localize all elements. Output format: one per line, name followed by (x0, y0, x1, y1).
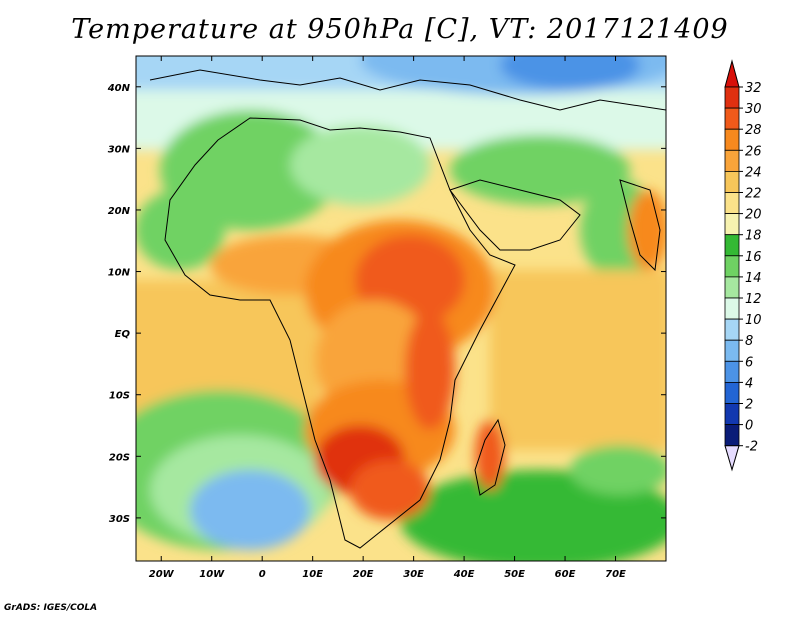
colorbar-swatch (724, 403, 740, 426)
colorbar-swatch (724, 339, 740, 362)
lon-label: 20W (149, 569, 175, 580)
lat-label: 10S (109, 391, 130, 402)
colorbar-label: 12 (745, 292, 762, 307)
colorbar-swatch (724, 276, 740, 299)
colorbar-top-arrow (724, 59, 740, 88)
colorbar-label: 24 (745, 165, 762, 180)
lat-label: 20S (109, 452, 130, 463)
madagascar-coastline (474, 418, 506, 496)
india-coastline (619, 179, 661, 272)
lon-label: 0 (259, 569, 266, 580)
colorbar-swatch (724, 149, 740, 172)
colorbar-label: 18 (745, 229, 762, 244)
lon-label: 50E (504, 569, 525, 580)
colorbar-label: 22 (745, 187, 762, 202)
colorbar-label: 4 (745, 376, 753, 391)
colorbar-label: -2 (745, 440, 758, 455)
lon-label: 10W (199, 569, 225, 580)
colorbar-swatch (724, 213, 740, 236)
colorbar-swatch (724, 424, 740, 447)
temperature-field (136, 56, 666, 561)
colorbar-bottom-arrow (724, 445, 740, 472)
colorbar-label: 10 (745, 313, 762, 328)
colorbar-label: 6 (745, 355, 753, 370)
lat-label: 10N (108, 268, 131, 279)
colorbar-swatch (724, 128, 740, 151)
colorbar-swatch (724, 234, 740, 257)
lon-label: 70E (605, 569, 626, 580)
lat-label: EQ (115, 329, 131, 340)
colorbar-swatch (724, 381, 740, 404)
lat-label: 30N (108, 144, 131, 155)
grads-credit: GrADS: IGES/COLA (4, 603, 98, 613)
colorbar-label: 0 (745, 419, 753, 434)
africa-coastline (164, 117, 516, 549)
lon-label: 10E (302, 569, 323, 580)
colorbar-swatch (724, 297, 740, 320)
lat-label: 20N (108, 206, 131, 217)
lon-label: 40E (453, 569, 475, 580)
colorbar-label: 30 (745, 102, 762, 117)
longitude-axis: 20W 10W 0 10E 20E 30E 40E 50E 60E 70E (149, 56, 626, 580)
map-frame (135, 55, 667, 562)
map-title: Temperature at 950hPa [C], VT: 201712140… (71, 14, 729, 45)
colorbar-label: 28 (745, 123, 762, 138)
colorbar-swatch (724, 192, 740, 215)
colorbar-swatch (724, 170, 740, 193)
colorbar-swatch (724, 86, 740, 109)
europe-coastline (149, 69, 666, 111)
colorbar-label: 14 (745, 271, 762, 286)
colorbar-label: 20 (745, 208, 762, 223)
colorbar-swatch (724, 107, 740, 130)
colorbar-label: 8 (745, 334, 753, 349)
colorbar-label: 32 (745, 81, 762, 96)
lat-label: 30S (109, 514, 130, 525)
colorbar-label: 26 (745, 144, 762, 159)
lat-label: 40N (107, 83, 131, 94)
lon-label: 60E (555, 569, 576, 580)
lon-label: 30E (403, 569, 424, 580)
colorbar-label: 16 (745, 250, 762, 265)
arabia-coastline (449, 179, 581, 251)
colorbar-swatch (724, 255, 740, 278)
coastlines (149, 69, 666, 549)
colorbar-swatch (724, 360, 740, 383)
lon-label: 20E (353, 569, 374, 580)
latitude-axis: 40N 30N 20N 10N EQ 10S 20S 30S (107, 83, 666, 525)
colorbar-label: 2 (745, 398, 753, 413)
colorbar-swatch (724, 318, 740, 341)
